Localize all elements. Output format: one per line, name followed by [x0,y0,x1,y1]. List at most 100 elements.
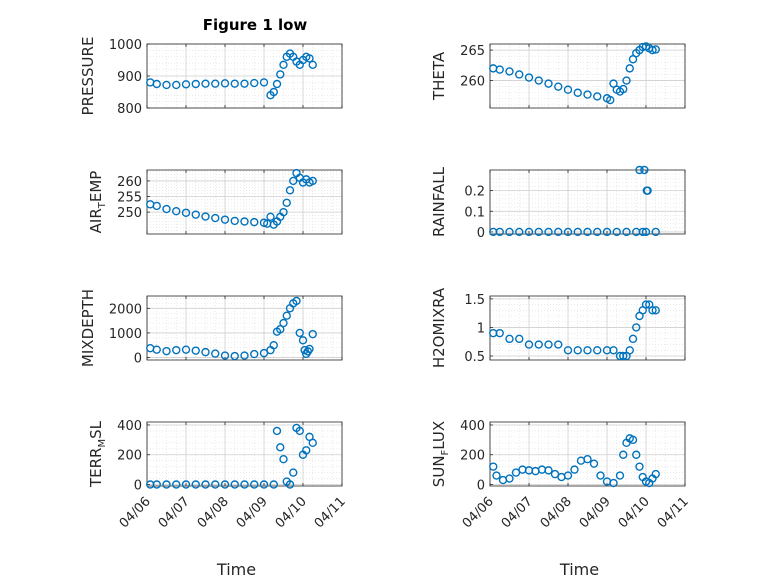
data-point [640,165,649,175]
data-point [515,334,524,344]
x-tick-label: 04/11 [655,494,692,531]
data-point [272,79,282,89]
data-point [295,328,304,338]
data-point [259,480,269,489]
subplot-mixdepth: 2000 1000 0 MIXDEPTH [79,289,343,367]
data-point [622,76,631,85]
x-tick-label: 04/11 [312,494,349,531]
y-tick-label: 265 [460,44,485,59]
y-tick-label: 200 [460,449,485,464]
data-point [492,471,501,480]
x-tick-label: 04/10 [273,494,310,531]
data-point [152,201,161,211]
y-axis-label: SUNFLUX [430,421,451,487]
data-point [162,204,171,214]
x-tick-label: 04/07 [499,494,536,531]
data-point [295,426,304,436]
y-tick-label: 1.5 [464,293,485,308]
y-axis-label: RAINFALL [430,166,448,237]
y-tick-label: 255 [117,191,142,206]
x-tick-label: 04/09 [577,494,614,531]
y-label-main: TERR [87,448,105,489]
data-point [220,351,230,360]
data-point [612,227,621,237]
data-point [259,348,269,358]
data-point [515,70,524,79]
axes-box [489,43,686,109]
data-point [593,227,602,237]
data-point [622,227,631,237]
y-tick-label: 0 [134,352,142,367]
data-point [250,349,259,359]
data-point [230,351,239,361]
data-point [619,450,628,459]
data-point [632,323,641,332]
data-point [570,465,579,474]
data-point [563,227,573,237]
x-tick-label: 04/10 [616,494,653,531]
subplot-sun-flux: 400 200 0 SUNFLUX 04/06 04/07 04/08 04/09 04/10 0… [430,419,692,579]
subplot-rainfall: 0.2 0.1 0 RAINFALL [430,165,686,241]
data-point [211,79,220,88]
data-point [269,480,278,489]
y-axis-label: H2OMIXRA [430,287,448,368]
data-point [191,210,200,219]
data-point [544,79,553,88]
data-point [240,480,249,489]
data-point [298,336,308,345]
y-label-subscript: M [97,439,108,448]
data-point [635,165,644,175]
data-point [181,80,191,89]
data-point [152,79,161,89]
plot-area [490,170,685,234]
data-point [505,67,514,76]
data-point [554,82,563,91]
y-label-main: SUN [430,455,448,487]
data-point [172,207,181,216]
data-point [583,346,592,355]
data-point [563,471,573,480]
y-tick-label: 900 [117,70,142,85]
data-point [651,45,660,54]
y-tick-label: 1000 [109,327,142,342]
data-point [181,208,191,217]
data-point [266,212,275,222]
subplot-h2omixra: 1.5 1 0.5 H2OMIXRA [430,287,686,368]
data-point [272,426,282,436]
data-point [544,340,553,349]
y-tick-label: 0 [134,479,142,494]
data-point [220,480,230,489]
y-label-rest: SL [87,420,105,439]
data-point [648,306,657,315]
data-point [276,70,285,79]
data-point [602,227,612,237]
y-tick-label: 0 [477,226,485,241]
data-point [563,85,573,94]
data-point [524,227,534,237]
data-point [250,217,259,227]
data-point [285,480,295,489]
data-point [172,80,181,90]
data-point [181,480,191,489]
data-point [593,346,602,355]
y-tick-label: 400 [117,419,142,434]
data-point [511,468,521,477]
data-point [259,78,269,87]
y-label-rest: LUX [430,421,448,450]
y-tick-label: 0.2 [464,185,485,200]
data-point [583,455,592,464]
y-tick-label: 2000 [109,302,142,317]
y-axis-label: MIXDEPTH [79,289,97,367]
data-point [220,215,230,224]
data-point [269,87,278,97]
data-point [211,213,220,223]
data-point [230,480,239,489]
data-point [305,54,314,63]
y-tick-label: 0 [477,479,485,494]
data-point [230,216,239,226]
data-point [583,227,592,237]
data-point [230,79,239,88]
y-tick-label: 0.5 [464,350,485,365]
